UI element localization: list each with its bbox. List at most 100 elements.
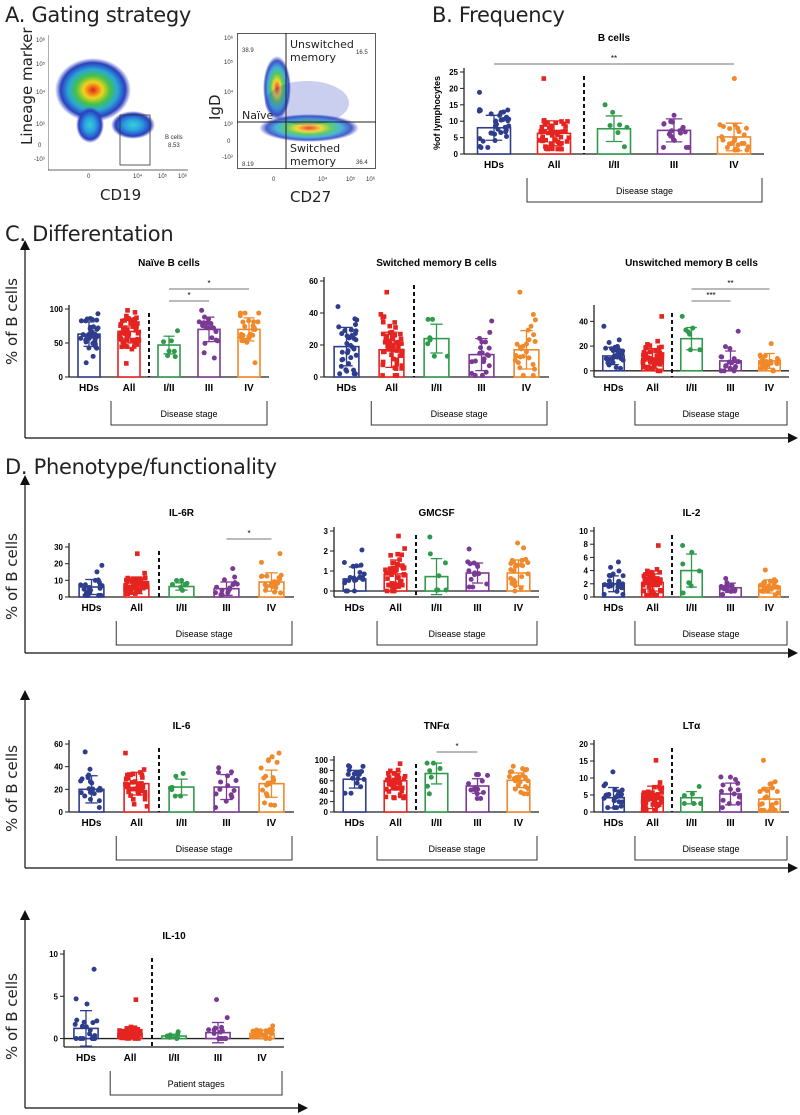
data-point bbox=[96, 804, 102, 810]
data-point bbox=[542, 128, 547, 134]
data-point bbox=[395, 767, 401, 773]
data-point bbox=[91, 966, 97, 972]
data-point bbox=[655, 361, 660, 366]
data-point bbox=[386, 770, 391, 776]
data-point bbox=[233, 777, 239, 783]
data-point bbox=[761, 807, 767, 813]
bracket-label: Disease stage bbox=[682, 409, 739, 419]
data-point bbox=[657, 570, 662, 575]
data-point bbox=[237, 313, 243, 319]
category-label: I/II bbox=[168, 1053, 179, 1064]
data-point bbox=[219, 587, 225, 593]
y-tick-label: 100 bbox=[315, 756, 329, 765]
data-point bbox=[135, 321, 140, 326]
data-point bbox=[383, 794, 389, 800]
data-point bbox=[90, 1020, 96, 1026]
data-point bbox=[717, 122, 723, 128]
data-point bbox=[384, 588, 390, 594]
data-point bbox=[616, 337, 622, 343]
data-point bbox=[130, 337, 135, 343]
data-point bbox=[92, 1033, 98, 1039]
quadrant-switched-label: Switched memory bbox=[290, 142, 341, 168]
category-label: III bbox=[726, 603, 735, 614]
data-point bbox=[230, 566, 236, 572]
data-point bbox=[339, 331, 345, 337]
data-point bbox=[381, 349, 386, 355]
data-point bbox=[269, 754, 275, 760]
data-point bbox=[398, 331, 403, 337]
data-point bbox=[655, 802, 661, 808]
category-label: I/II bbox=[686, 818, 697, 829]
data-point bbox=[606, 339, 612, 345]
chart-title: Naïve B cells bbox=[138, 258, 200, 269]
data-point bbox=[214, 584, 220, 590]
data-point bbox=[83, 339, 89, 345]
data-point bbox=[137, 1028, 143, 1034]
significance-label: * bbox=[247, 529, 250, 538]
data-point bbox=[537, 138, 542, 143]
data-point bbox=[653, 758, 659, 763]
data-point bbox=[654, 567, 660, 572]
data-point bbox=[506, 123, 512, 129]
category-label: HDs bbox=[344, 818, 364, 829]
data-point bbox=[615, 130, 621, 136]
data-point bbox=[484, 581, 490, 587]
data-point bbox=[268, 780, 274, 786]
gate-label: B cells bbox=[165, 135, 183, 141]
data-point bbox=[395, 551, 400, 557]
chart-il6r: IL-6R 0 10 20 30 HDs All I/II III IV * Disease stag… bbox=[54, 508, 294, 646]
data-point bbox=[647, 357, 652, 362]
data-point bbox=[91, 791, 97, 797]
data-point bbox=[603, 345, 609, 351]
data-point bbox=[390, 582, 395, 587]
data-point bbox=[425, 783, 431, 789]
data-point bbox=[135, 781, 141, 787]
chart-il6: IL-6 0 20 40 60 HDs All I/II III IV Disease stage bbox=[54, 721, 294, 861]
category-label: III bbox=[214, 1053, 223, 1064]
category-label: I/II bbox=[176, 603, 187, 614]
quadrant-dn-value: 8.19 bbox=[242, 162, 254, 168]
y-tick-label: 0 bbox=[59, 373, 64, 382]
data-point bbox=[519, 574, 525, 580]
data-point bbox=[96, 592, 102, 598]
data-point bbox=[168, 338, 174, 344]
data-point bbox=[466, 568, 472, 574]
data-point bbox=[119, 1035, 125, 1041]
data-point bbox=[398, 793, 403, 799]
data-point bbox=[256, 310, 262, 316]
y-tick-label: 40 bbox=[579, 317, 588, 326]
data-point bbox=[466, 584, 472, 590]
data-point bbox=[505, 107, 511, 113]
category-label: IV bbox=[765, 818, 775, 829]
data-point bbox=[355, 776, 361, 782]
data-point bbox=[348, 343, 354, 349]
data-point bbox=[645, 342, 650, 347]
data-point bbox=[552, 138, 558, 143]
data-point bbox=[512, 563, 518, 569]
data-point bbox=[94, 317, 100, 323]
data-point bbox=[774, 789, 780, 795]
data-point bbox=[337, 371, 343, 377]
data-point bbox=[391, 343, 396, 349]
data-point bbox=[87, 315, 93, 321]
data-point bbox=[213, 791, 219, 797]
data-point bbox=[263, 1028, 269, 1034]
data-point bbox=[653, 348, 658, 354]
data-point bbox=[242, 323, 248, 329]
data-point bbox=[209, 335, 215, 341]
data-point bbox=[87, 779, 93, 785]
bracket-label: Disease stage bbox=[431, 409, 488, 419]
data-point bbox=[130, 324, 135, 329]
data-point bbox=[526, 337, 532, 343]
data-point bbox=[142, 792, 148, 798]
data-point bbox=[658, 353, 664, 359]
data-point bbox=[391, 781, 397, 787]
data-point bbox=[402, 773, 408, 779]
category-label: HDs bbox=[81, 818, 101, 829]
data-point bbox=[641, 799, 647, 805]
data-point bbox=[122, 326, 127, 332]
data-point bbox=[602, 582, 608, 588]
data-point bbox=[607, 122, 613, 128]
data-point bbox=[615, 559, 621, 565]
data-point bbox=[731, 76, 737, 82]
